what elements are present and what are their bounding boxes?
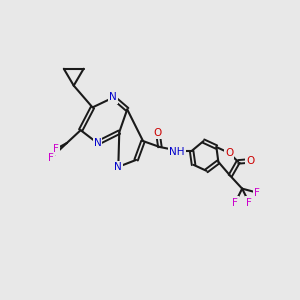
Text: NH: NH <box>169 147 184 157</box>
Text: N: N <box>110 92 117 103</box>
Text: N: N <box>94 138 101 148</box>
Text: O: O <box>246 156 254 166</box>
Text: O: O <box>225 148 233 158</box>
Text: F: F <box>246 197 252 208</box>
Text: F: F <box>254 188 260 198</box>
Text: F: F <box>232 197 238 208</box>
Text: F: F <box>48 153 54 163</box>
Text: F: F <box>53 144 59 154</box>
Text: N: N <box>114 162 122 172</box>
Text: O: O <box>154 128 162 138</box>
